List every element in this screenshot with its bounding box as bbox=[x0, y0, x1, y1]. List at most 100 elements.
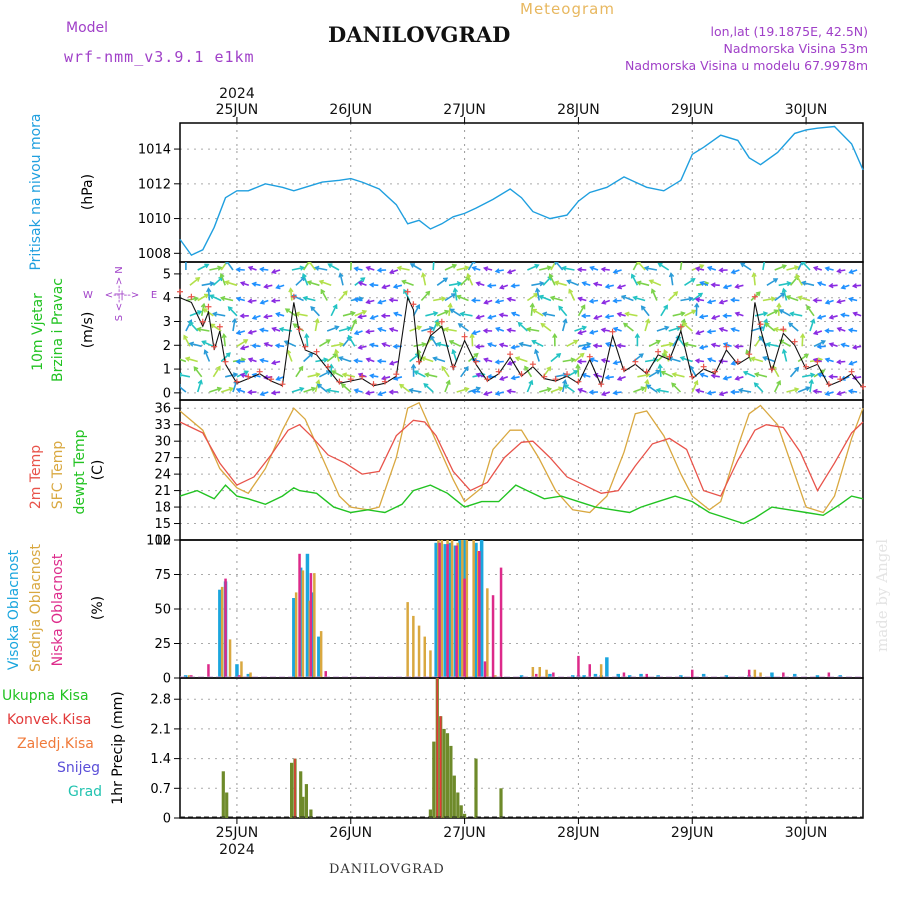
gust-marker bbox=[860, 383, 866, 390]
wind-arrow-head bbox=[730, 360, 736, 366]
wind-arrow-head bbox=[589, 357, 595, 363]
wind-arrow bbox=[684, 309, 696, 317]
wind-arrow-head bbox=[494, 268, 500, 274]
wind-arrow bbox=[621, 295, 634, 302]
wind-arrow bbox=[207, 288, 211, 301]
wind-arrow bbox=[644, 319, 650, 332]
wind-arrow-head bbox=[711, 314, 717, 320]
cloud-bar-niska bbox=[622, 672, 626, 678]
wind-arrow-head bbox=[435, 321, 441, 327]
coords: lon,lat (19.1875E, 42.5N) bbox=[710, 24, 869, 39]
wind-arrow bbox=[773, 380, 781, 393]
wind-arrow bbox=[291, 266, 304, 271]
cloud-bar-visoka bbox=[246, 673, 251, 678]
wind-arrow bbox=[436, 277, 448, 286]
wind-arrow-head bbox=[737, 387, 744, 394]
wind-arrow-head bbox=[283, 340, 289, 346]
wind-arrow-head bbox=[380, 313, 386, 319]
wind-arrow bbox=[658, 262, 670, 271]
wind-arrow-head bbox=[753, 382, 759, 388]
wind-arrow-head bbox=[640, 386, 646, 392]
gust-marker bbox=[734, 358, 741, 365]
wind-arrow-head bbox=[221, 332, 227, 339]
wind-arrow bbox=[314, 380, 320, 393]
wind-arrow-head bbox=[588, 389, 594, 395]
cloud-bar-visoka bbox=[627, 675, 632, 678]
wind-arrow-head bbox=[773, 326, 779, 333]
wind-arrow bbox=[291, 387, 304, 393]
cloud-bar-visoka bbox=[292, 598, 296, 678]
wind-arrow bbox=[526, 380, 533, 393]
wind-arrow-head bbox=[247, 389, 253, 395]
wind-arrow-head bbox=[710, 373, 716, 379]
precip-legend-item: Konvek.Kisa bbox=[7, 712, 91, 728]
wind-arrow bbox=[648, 340, 661, 348]
wind-arrow bbox=[326, 325, 339, 332]
cloud-bar-niska bbox=[224, 578, 227, 678]
gust-marker bbox=[188, 293, 195, 300]
wind-arrow-head bbox=[239, 313, 245, 319]
cloud-bar-srednja bbox=[406, 602, 409, 678]
wind-arrow-head bbox=[209, 294, 215, 300]
wind-arrow-head bbox=[650, 288, 656, 294]
wind-arrow bbox=[307, 373, 320, 378]
wind-arrow bbox=[633, 386, 645, 393]
cloud-bar-srednja bbox=[545, 669, 548, 678]
gust-marker bbox=[347, 376, 354, 383]
wind-arrow-head bbox=[528, 379, 534, 386]
wind-arrow bbox=[436, 310, 449, 317]
wind-arrow-head bbox=[534, 287, 541, 293]
wind-arrow bbox=[797, 262, 803, 271]
wind-arrow bbox=[577, 364, 580, 377]
wind-arrow bbox=[314, 319, 319, 332]
precip-panel-group: 0 0.7 1.4 2.1 2.8 bbox=[150, 677, 864, 827]
wind-arrow bbox=[422, 273, 427, 286]
wind-arrow bbox=[289, 288, 293, 301]
wind-arrow-head bbox=[601, 299, 607, 305]
cloud-bar-visoka bbox=[317, 636, 321, 678]
cloud-bar-visoka bbox=[474, 542, 478, 678]
wind-arrow bbox=[797, 353, 809, 363]
wind-arrow bbox=[220, 352, 231, 363]
gust-marker bbox=[609, 328, 616, 335]
wind-arrow-head bbox=[706, 265, 713, 271]
wind-arrow-head bbox=[471, 265, 477, 272]
wind-arrow-head bbox=[494, 390, 501, 396]
wind-arrow bbox=[180, 358, 187, 363]
wind-arrow-head bbox=[604, 283, 611, 289]
wind-arrow bbox=[806, 305, 815, 317]
wind-arrow bbox=[295, 312, 308, 317]
wind-arrow-head bbox=[673, 291, 679, 297]
wind-arrow bbox=[430, 335, 438, 347]
wind-arrow-head bbox=[600, 327, 606, 333]
wind-arrow-head bbox=[320, 288, 326, 295]
wind-arrow-head bbox=[498, 312, 504, 318]
wind-arrow-head bbox=[180, 372, 183, 378]
wind-arrow-head bbox=[316, 383, 322, 389]
wind-arrow bbox=[534, 349, 540, 362]
gust-marker bbox=[598, 381, 605, 388]
wind-arrow-head bbox=[655, 339, 662, 345]
cloud-bar-visoka bbox=[434, 542, 438, 678]
cloud-bar-niska bbox=[309, 573, 313, 678]
wind-arrow-head bbox=[788, 322, 794, 328]
wind-arrow bbox=[786, 266, 799, 271]
wind-arrow bbox=[402, 280, 414, 287]
wind-arrow bbox=[425, 373, 438, 378]
wind-arrow-head bbox=[706, 390, 712, 396]
wind-arrow bbox=[331, 370, 344, 378]
wind-arrow-head bbox=[558, 305, 564, 311]
wind-arrow bbox=[209, 294, 222, 302]
wind-arrow-head bbox=[251, 281, 257, 287]
cloud-bar-visoka bbox=[448, 542, 452, 678]
wind-arrow-head bbox=[203, 293, 210, 299]
cloud-bar-srednja bbox=[486, 588, 489, 678]
wind-arrow bbox=[456, 387, 469, 393]
precip-bar bbox=[445, 733, 450, 818]
wind-arrow bbox=[515, 357, 528, 363]
wind-arrow-head bbox=[645, 318, 651, 324]
wind-arrow bbox=[762, 262, 766, 271]
y-tick-label: 4 bbox=[163, 291, 171, 306]
wind-arrow bbox=[444, 328, 457, 332]
x-tick-label-top: 26JUN bbox=[329, 102, 372, 118]
